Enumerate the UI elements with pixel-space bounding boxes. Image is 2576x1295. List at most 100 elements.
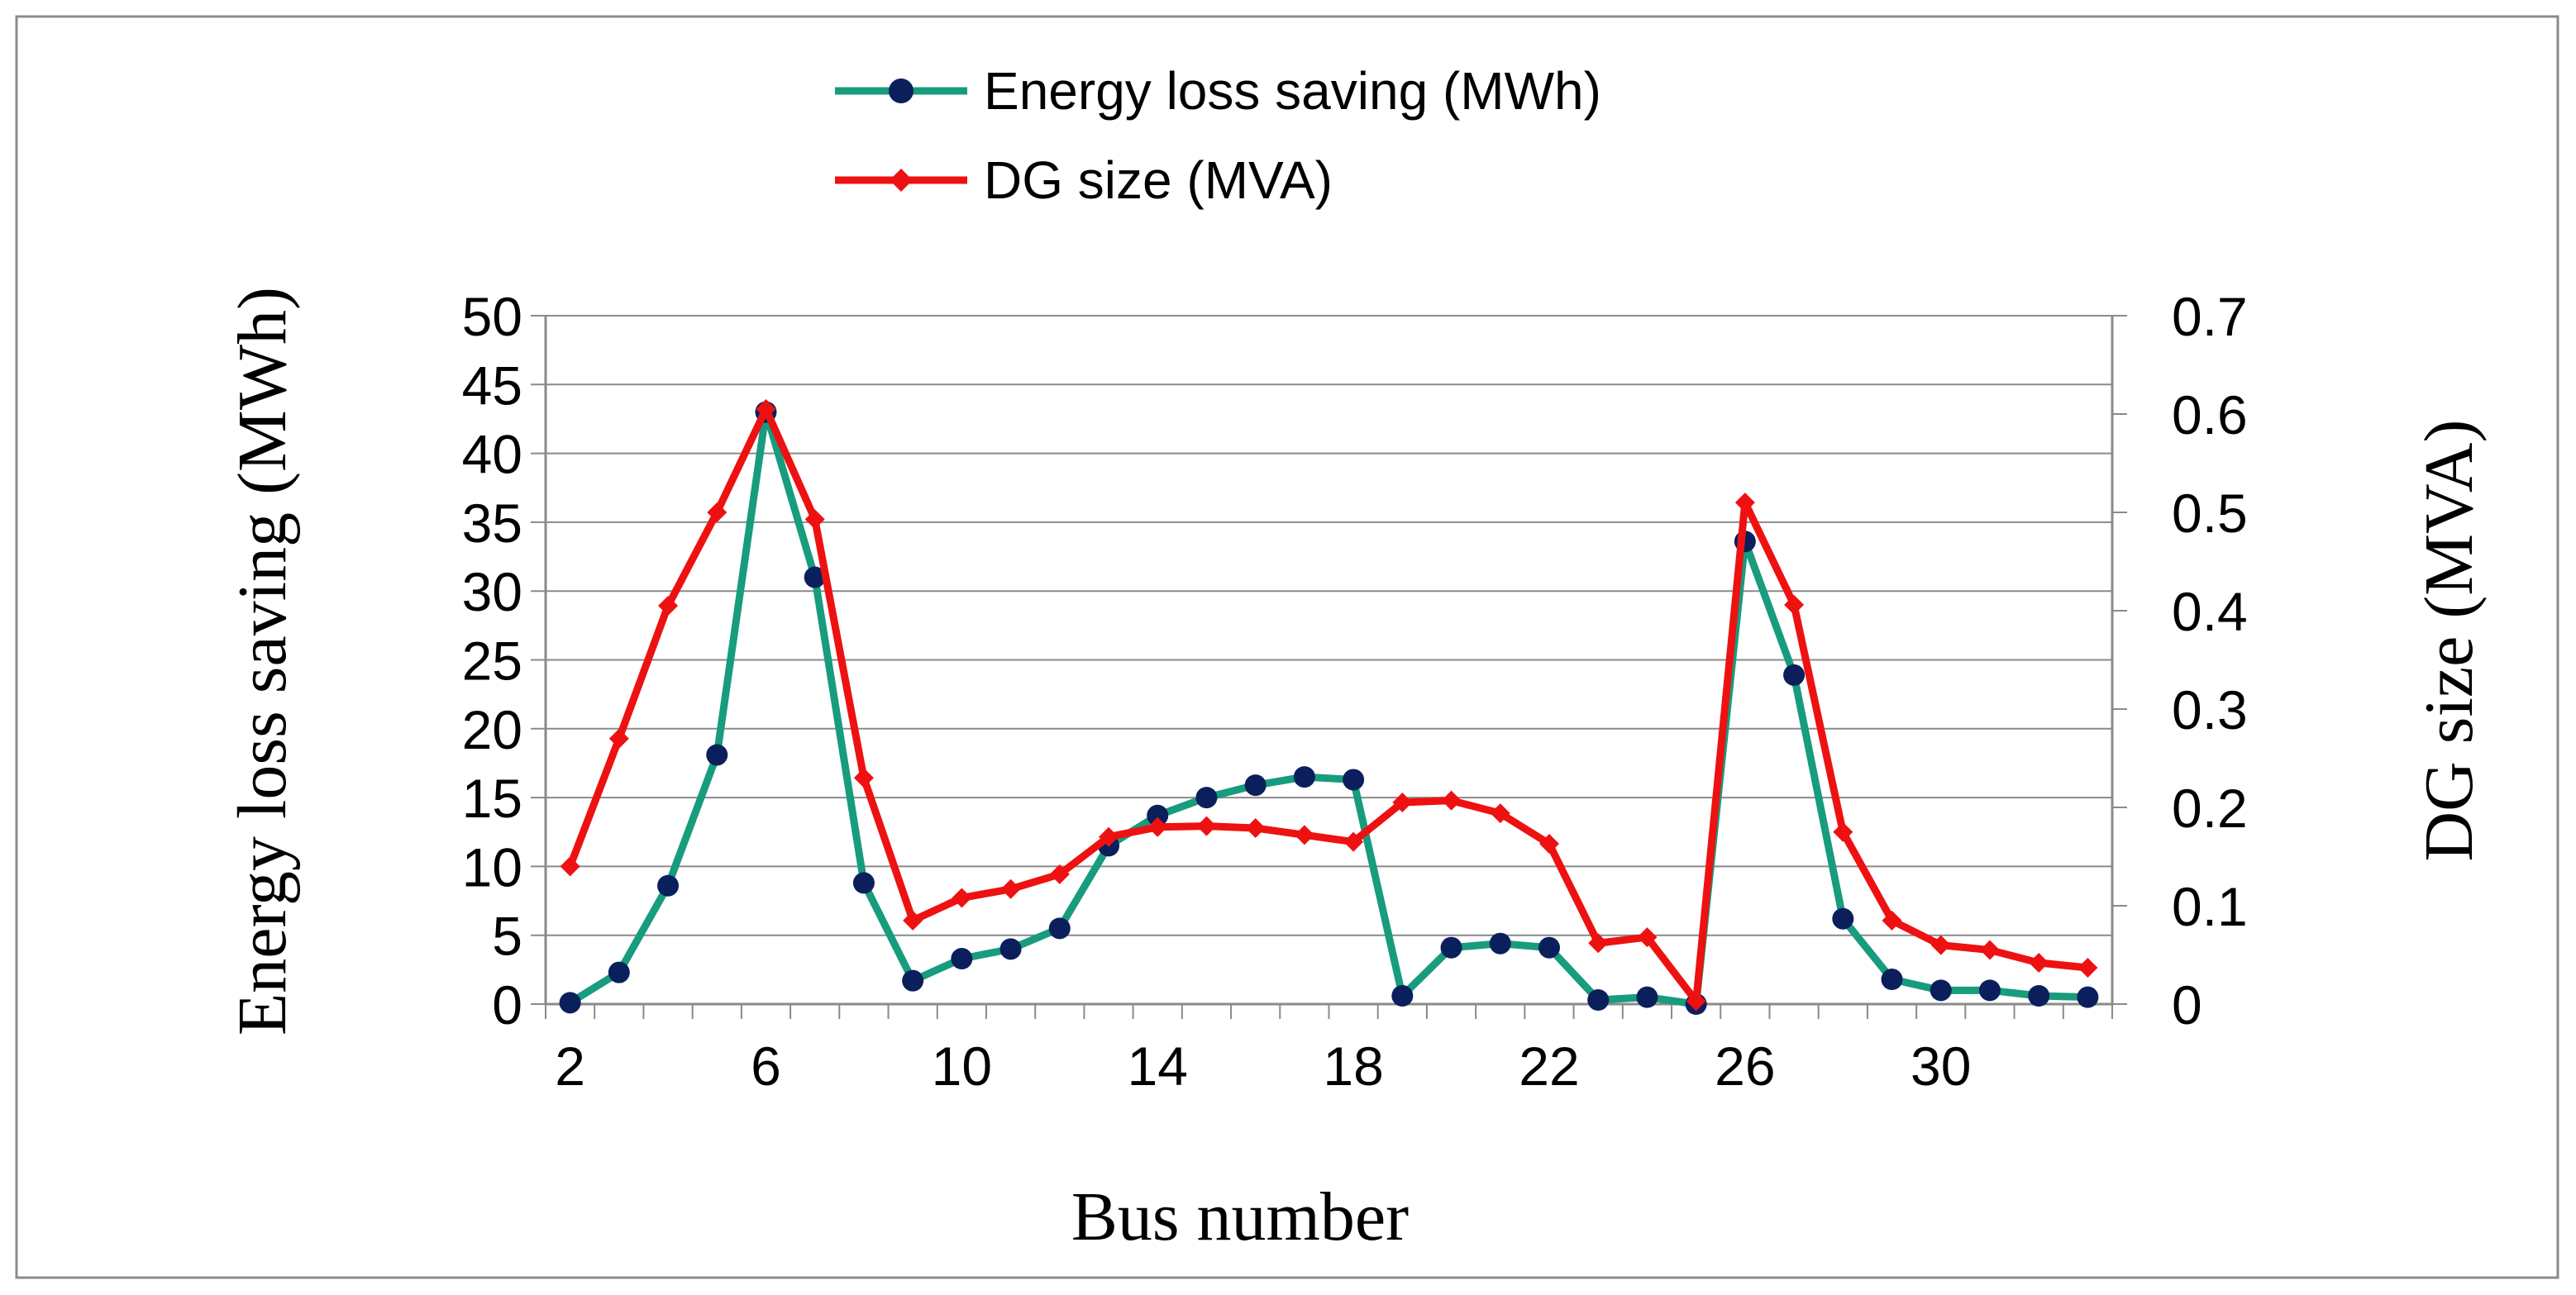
- data-point-dg: [1196, 816, 1217, 836]
- legend-marker-energy: [889, 79, 914, 103]
- data-point-dg: [1882, 910, 1902, 931]
- x-tick-label: 14: [1128, 1036, 1188, 1097]
- x-tick-label: 22: [1519, 1036, 1579, 1097]
- y2-tick-label: 0: [2172, 974, 2202, 1036]
- data-point-dg: [1294, 825, 1314, 845]
- data-point-energy: [2077, 986, 2099, 1008]
- data-point-dg: [952, 888, 972, 908]
- x-tick-label: 2: [555, 1036, 585, 1097]
- data-point-dg: [1099, 826, 1119, 847]
- data-point-energy: [852, 872, 875, 894]
- legend-item-dg: DG size (MVA): [835, 150, 1333, 210]
- data-point-dg: [707, 502, 727, 522]
- y-tick-label: 30: [462, 561, 522, 622]
- x-tick-label: 10: [932, 1036, 992, 1097]
- data-point-dg: [1490, 803, 1510, 824]
- x-tick-label: 26: [1715, 1036, 1775, 1097]
- data-point-dg: [1930, 935, 1951, 955]
- series-line-dg-size: [566, 405, 2088, 1005]
- data-point-dg: [804, 509, 825, 530]
- axes: 0 5 10 15 20 25 30 35 40 45 50 0 0.1 0.2 0.3 0.4 0.5 0.6 0…: [462, 286, 2248, 1097]
- data-point-energy: [1147, 804, 1169, 826]
- data-point-dg: [756, 399, 776, 420]
- data-point-energy: [804, 566, 826, 588]
- data-point-dg: [2077, 957, 2098, 978]
- y2-tick-label: 0.1: [2172, 876, 2248, 937]
- data-point-energy: [1930, 979, 1952, 1002]
- data-point-energy: [902, 969, 924, 992]
- data-point-dg: [608, 728, 629, 749]
- chart-border: [15, 15, 2559, 1279]
- data-point-energy: [1783, 664, 1806, 686]
- data-point-energy: [1343, 769, 1365, 791]
- y2-tick-label: 0.6: [2172, 384, 2248, 445]
- x-tick-label: 30: [1911, 1036, 1971, 1097]
- data-point-dg: [1343, 831, 1364, 852]
- data-point-dg: [853, 768, 874, 788]
- data-point-dg: [1392, 793, 1413, 813]
- legend-item-energy: Energy loss saving (MWh): [835, 61, 1601, 121]
- x-tick-label: 6: [751, 1036, 781, 1097]
- data-point-energy: [608, 961, 630, 983]
- data-point-energy: [706, 744, 728, 766]
- data-point-energy: [1048, 917, 1071, 940]
- legend-marker-dg: [890, 169, 913, 192]
- data-point-dg: [1686, 991, 1706, 1012]
- data-point-energy: [999, 938, 1022, 960]
- data-point-dg: [1588, 933, 1609, 954]
- data-point-dg: [1734, 493, 1755, 513]
- data-point-energy: [1391, 985, 1414, 1007]
- data-point-dg: [903, 910, 923, 931]
- y-tick-label: 40: [462, 424, 522, 485]
- y-tick-label: 20: [462, 699, 522, 760]
- data-point-energy: [951, 948, 973, 970]
- data-point-energy: [559, 992, 581, 1014]
- y-tick-label: 0: [492, 974, 522, 1036]
- legend: Energy loss saving (MWh) DG size (MVA): [835, 61, 1601, 210]
- data-point-dg: [1784, 594, 1805, 615]
- data-point-energy: [1293, 766, 1315, 788]
- data-point-energy: [1538, 936, 1560, 959]
- data-point-energy: [1195, 787, 1218, 809]
- data-point-dg: [560, 856, 580, 877]
- data-point-dg: [1245, 817, 1266, 838]
- y-tick-label: 50: [462, 286, 522, 347]
- y-tick-label: 15: [462, 768, 522, 829]
- series-line-energy-loss-saving: [568, 408, 2088, 1008]
- data-point-dg: [2029, 953, 2049, 974]
- y-tick-label: 35: [462, 493, 522, 554]
- y-tick-label: 25: [462, 631, 522, 692]
- data-point-energy: [1881, 969, 1903, 991]
- y-tick-label: 10: [462, 836, 522, 897]
- data-point-dg: [1833, 821, 1853, 842]
- data-point-dg: [1000, 878, 1021, 899]
- data-point-energy: [657, 874, 680, 897]
- legend-label-energy: Energy loss saving (MWh): [984, 61, 1601, 121]
- data-point-dg: [1441, 790, 1462, 811]
- data-point-energy: [1440, 936, 1462, 959]
- data-point-energy: [1489, 932, 1511, 955]
- data-point-dg: [1049, 864, 1070, 884]
- data-point-energy: [2028, 985, 2050, 1007]
- data-point-energy: [1832, 907, 1854, 930]
- data-point-energy: [1978, 979, 2001, 1002]
- legend-label-dg: DG size (MVA): [984, 150, 1333, 210]
- data-point-dg: [658, 596, 679, 617]
- data-point-energy: [1636, 986, 1658, 1008]
- y2-tick-label: 0.2: [2172, 778, 2248, 839]
- x-tick-label: 18: [1323, 1036, 1383, 1097]
- series-layer: [559, 399, 2099, 1015]
- data-point-dg: [1538, 834, 1559, 855]
- data-point-energy: [1587, 989, 1610, 1012]
- data-point-dg: [1979, 940, 2000, 960]
- data-point-dg: [1637, 927, 1658, 948]
- y2-tick-label: 0.7: [2172, 286, 2248, 347]
- data-point-energy: [1244, 774, 1267, 797]
- data-point-dg: [1147, 817, 1168, 837]
- y-tick-label: 5: [492, 906, 522, 967]
- y-axis-label: Energy loss saving (MWh): [224, 287, 301, 1036]
- y2-tick-label: 0.4: [2172, 581, 2248, 642]
- y-tick-label: 45: [462, 355, 522, 416]
- y2-tick-label: 0.3: [2172, 679, 2248, 740]
